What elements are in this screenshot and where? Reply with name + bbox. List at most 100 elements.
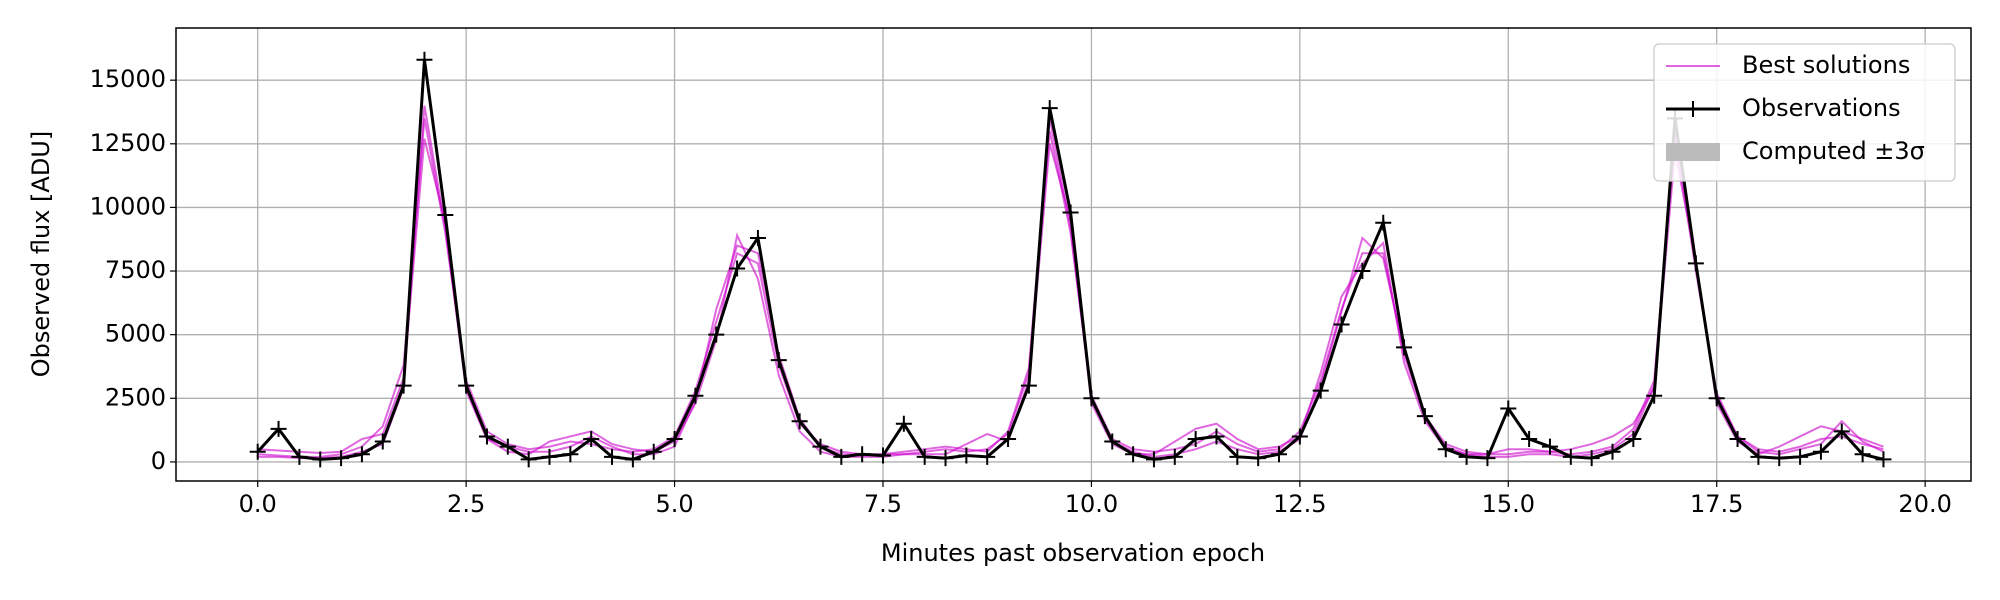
observation-marker — [1687, 255, 1704, 272]
legend-swatch — [1666, 143, 1720, 161]
observation-marker — [1312, 382, 1329, 399]
x-tick-label: 12.5 — [1273, 490, 1326, 518]
observation-marker — [1458, 448, 1475, 465]
observation-marker — [1041, 100, 1058, 117]
observation-marker — [478, 428, 495, 445]
observation-marker — [979, 448, 996, 465]
observation-marker — [1125, 446, 1142, 463]
y-axis-label: Observed flux [ADU] — [27, 131, 55, 377]
observation-marker — [874, 447, 891, 464]
observation-marker — [624, 451, 641, 468]
observation-marker — [1187, 431, 1204, 448]
observation-marker — [291, 448, 308, 465]
x-tick-label: 17.5 — [1690, 490, 1743, 518]
observation-marker — [604, 448, 621, 465]
observation-marker — [416, 51, 433, 68]
legend-label: Observations — [1742, 94, 1901, 122]
observation-marker — [1062, 204, 1079, 221]
x-tick-label: 20.0 — [1898, 490, 1951, 518]
observation-marker — [1250, 450, 1267, 467]
observation-marker — [1396, 339, 1413, 356]
observation-marker — [812, 438, 829, 455]
observation-marker — [1479, 450, 1496, 467]
observation-marker — [583, 431, 600, 448]
observation-marker — [1104, 433, 1121, 450]
observation-marker — [958, 447, 975, 464]
observation-marker — [749, 229, 766, 246]
observation-marker — [708, 326, 725, 343]
observation-marker — [249, 443, 266, 460]
observation-marker — [1291, 428, 1308, 445]
observation-marker — [895, 415, 912, 432]
observation-marker — [1000, 431, 1017, 448]
legend-box — [1653, 43, 1956, 182]
observation-marker — [541, 448, 558, 465]
observation-marker — [499, 438, 516, 455]
observation-marker — [1166, 448, 1183, 465]
observation-marker — [1625, 431, 1642, 448]
x-tick-label: 5.0 — [655, 490, 693, 518]
observation-marker — [1854, 446, 1871, 463]
observation-marker — [937, 450, 954, 467]
observation-marker — [1500, 400, 1517, 417]
observation-marker — [1208, 428, 1225, 445]
observation-marker — [1020, 377, 1037, 394]
observation-marker — [1604, 443, 1621, 460]
observation-marker — [1646, 387, 1663, 404]
observation-marker — [1792, 448, 1809, 465]
y-tick-label: 10000 — [90, 192, 166, 220]
observation-marker — [270, 420, 287, 437]
observation-marker — [645, 443, 662, 460]
observation-marker — [1562, 448, 1579, 465]
y-tick-label: 2500 — [105, 383, 166, 411]
observation-marker — [333, 450, 350, 467]
observation-marker — [1583, 450, 1600, 467]
observation-marker — [1750, 448, 1767, 465]
observation-marker — [1875, 451, 1892, 468]
x-tick-label: 10.0 — [1065, 490, 1118, 518]
legend-label: Best solutions — [1742, 51, 1910, 79]
observation-marker — [1437, 441, 1454, 458]
observation-marker — [458, 377, 475, 394]
observation-marker — [1354, 263, 1371, 280]
observation-marker — [687, 387, 704, 404]
observation-marker — [437, 207, 454, 224]
observation-marker — [791, 413, 808, 430]
observation-marker — [1083, 390, 1100, 407]
observation-marker — [1729, 431, 1746, 448]
legend-marker — [1685, 101, 1701, 117]
observation-marker — [729, 260, 746, 277]
observation-marker — [395, 377, 412, 394]
observation-marker — [1833, 423, 1850, 440]
observation-marker — [854, 446, 871, 463]
y-tick-label: 5000 — [105, 320, 166, 348]
observation-marker — [1229, 448, 1246, 465]
observation-marker — [770, 352, 787, 369]
observation-marker — [1145, 451, 1162, 468]
y-tick-label: 7500 — [105, 256, 166, 284]
plot-frame — [175, 27, 1972, 482]
observation-marker — [916, 448, 933, 465]
observation-marker — [562, 446, 579, 463]
observation-marker — [520, 451, 537, 468]
observation-marker — [833, 448, 850, 465]
observation-marker — [1541, 438, 1558, 455]
x-tick-label: 2.5 — [447, 490, 485, 518]
y-tick-label: 0 — [151, 447, 166, 475]
observation-marker — [1271, 446, 1288, 463]
observation-marker — [374, 433, 391, 450]
x-tick-label: 15.0 — [1482, 490, 1535, 518]
x-tick-label: 7.5 — [864, 490, 902, 518]
observation-marker — [1333, 316, 1350, 333]
observation-marker — [1812, 443, 1829, 460]
observation-marker — [1521, 431, 1538, 448]
observation-marker — [1771, 450, 1788, 467]
legend-label: Computed ±3σ — [1742, 137, 1925, 165]
observation-marker — [1708, 390, 1725, 407]
observation-marker — [666, 431, 683, 448]
observation-marker — [353, 446, 370, 463]
x-axis-label: Minutes past observation epoch — [881, 539, 1265, 567]
x-tick-label: 0.0 — [239, 490, 277, 518]
observation-marker — [1375, 214, 1392, 231]
